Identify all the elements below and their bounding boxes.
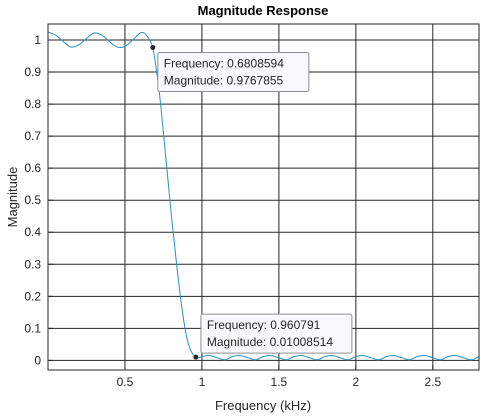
y-tick-label: 0.4	[24, 225, 41, 239]
magnitude-series-line	[47, 31, 480, 361]
datatip-line: Magnitude: 0.01008514	[207, 335, 333, 349]
x-tick-label: 2	[353, 375, 360, 389]
plot-border	[47, 23, 480, 371]
chart-title: Magnitude Response	[198, 3, 329, 18]
y-tick-label: 0	[34, 353, 41, 367]
y-tick-label: 0.6	[24, 161, 41, 175]
x-axis-label: Frequency (kHz)	[215, 398, 311, 413]
datatip-line: Frequency: 0.6808594	[164, 56, 284, 70]
datatip-line: Magnitude: 0.9767855	[164, 73, 284, 87]
datatip-line: Frequency: 0.960791	[207, 318, 321, 332]
x-tick-label: 1.5	[271, 375, 288, 389]
x-tick-label: 1	[199, 375, 206, 389]
x-ticks: 0.5 1 1.5 2 2.5	[117, 365, 441, 389]
y-tick-label: 1	[34, 33, 41, 47]
y-tick-label: 0.1	[24, 321, 41, 335]
datatip-box	[157, 51, 310, 92]
y-tick-label: 0.7	[24, 129, 41, 143]
datatip-marker[interactable]	[193, 354, 199, 360]
datatips: Frequency: 0.6808594 Magnitude: 0.9767855…	[150, 44, 353, 360]
y-tick-label: 0.3	[24, 257, 41, 271]
y-tick-label: 0.8	[24, 97, 41, 111]
y-tick-label: 0.2	[24, 289, 41, 303]
datatip-2[interactable]: Frequency: 0.960791 Magnitude: 0.01008514	[193, 313, 353, 360]
datatip-marker[interactable]	[150, 44, 156, 50]
y-ticks: 0 0.1 0.2 0.3 0.4 0.5 0.6 0.7 0.8 0.9 1	[24, 33, 53, 367]
datatip-box	[200, 313, 353, 354]
y-tick-label: 0.9	[24, 65, 41, 79]
datatip-1[interactable]: Frequency: 0.6808594 Magnitude: 0.9767855	[150, 44, 310, 92]
y-axis-label: Magnitude	[5, 167, 20, 228]
series-layer	[47, 31, 480, 361]
x-tick-label: 0.5	[117, 375, 134, 389]
x-tick-label: 2.5	[424, 375, 441, 389]
y-tick-label: 0.5	[24, 193, 41, 207]
